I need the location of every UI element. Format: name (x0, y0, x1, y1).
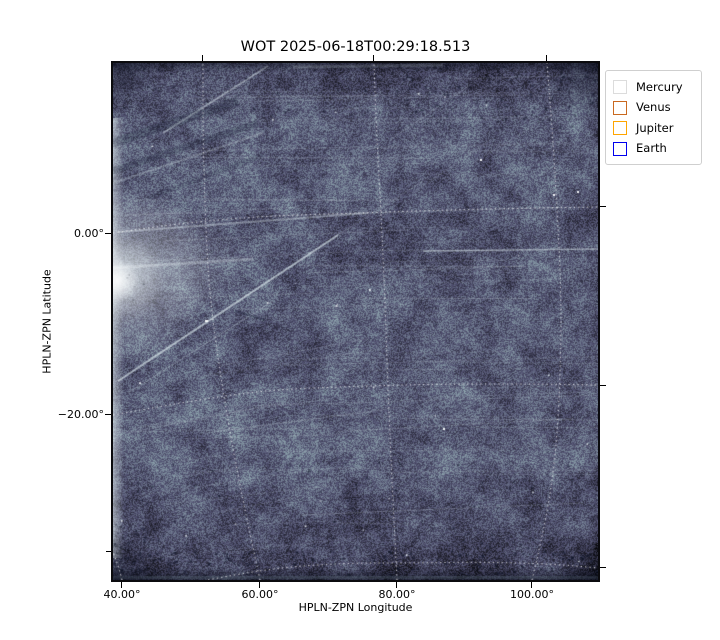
y-axis-label: HPLN-ZPN Latitude (40, 269, 54, 374)
legend: Mercury Venus Jupiter Earth (605, 70, 702, 165)
mercury-marker-icon (613, 80, 627, 95)
x-tick-label: 60.00° (241, 588, 279, 601)
x-tick-mark (259, 582, 261, 588)
top-tick-mark (373, 55, 375, 61)
venus-marker-icon (613, 100, 627, 115)
x-tick-label: 80.00° (378, 588, 416, 601)
y-tick-mark (105, 233, 111, 235)
legend-label: Jupiter (636, 120, 674, 135)
earth-marker-icon (613, 141, 627, 156)
y-tick-label: 0.00° (74, 227, 104, 240)
plot-area (111, 61, 600, 582)
x-tick-label: 100.00° (510, 588, 554, 601)
right-tick-mark (600, 567, 606, 569)
observation-image (113, 63, 598, 580)
legend-item-venus: Venus (613, 98, 694, 119)
plot-title: WOT 2025-06-18T00:29:18.513 (240, 39, 471, 55)
y-tick-label: −20.00° (57, 408, 104, 421)
legend-label: Earth (636, 141, 667, 156)
x-tick-label: 40.00° (103, 588, 141, 601)
jupiter-marker-icon (613, 121, 627, 136)
legend-item-earth: Earth (613, 139, 694, 160)
x-axis-label: HPLN-ZPN Longitude (298, 601, 413, 614)
right-tick-mark (600, 385, 606, 387)
x-tick-mark (396, 582, 398, 588)
x-tick-mark (531, 582, 533, 588)
top-tick-mark (546, 55, 548, 61)
right-tick-mark (600, 206, 606, 208)
x-tick-mark (121, 582, 123, 588)
top-tick-mark (202, 55, 204, 61)
legend-item-jupiter: Jupiter (613, 118, 694, 139)
legend-label: Venus (636, 100, 671, 115)
legend-item-mercury: Mercury (613, 77, 694, 98)
legend-label: Mercury (636, 79, 683, 94)
y-tick-mark (105, 414, 111, 416)
y-tick-mark (106, 551, 111, 553)
